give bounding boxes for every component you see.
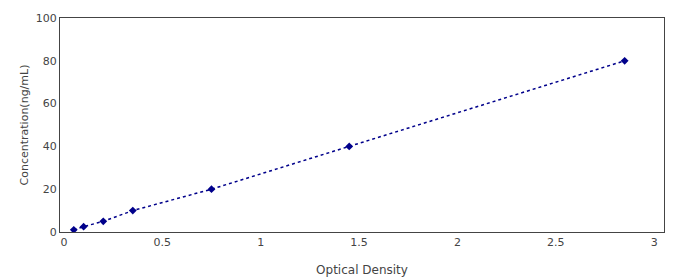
svg-text:Concentration(ng/mL): Concentration(ng/mL) (18, 65, 31, 186)
svg-text:40: 40 (43, 140, 57, 153)
svg-text:100: 100 (36, 12, 57, 25)
svg-text:3: 3 (651, 236, 658, 249)
svg-text:80: 80 (43, 55, 57, 68)
svg-text:2: 2 (454, 236, 461, 249)
svg-text:1: 1 (257, 236, 264, 249)
svg-text:0: 0 (50, 226, 57, 239)
svg-text:20: 20 (43, 183, 57, 196)
svg-text:60: 60 (43, 97, 57, 110)
svg-text:1.5: 1.5 (350, 236, 368, 249)
svg-text:0.5: 0.5 (154, 236, 172, 249)
svg-text:2.5: 2.5 (547, 236, 565, 249)
svg-text:0: 0 (60, 236, 67, 249)
svg-text:Optical Density: Optical Density (316, 263, 408, 277)
